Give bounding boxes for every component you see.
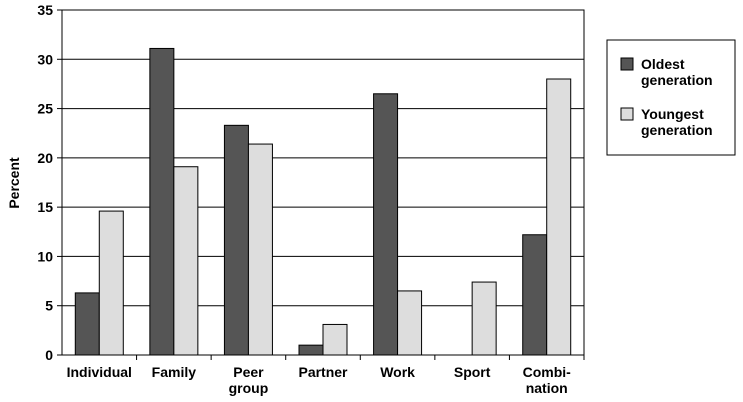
bar xyxy=(373,93,399,356)
bar xyxy=(173,166,199,356)
x-tick-label: Partner xyxy=(298,364,348,380)
legend-label: Oldest generation xyxy=(641,56,713,88)
bar xyxy=(322,323,348,356)
y-tick-label: 35 xyxy=(37,2,53,18)
y-tick-label: 10 xyxy=(37,248,53,264)
y-tick-label: 15 xyxy=(37,199,53,215)
plot-frame xyxy=(61,9,585,356)
bar xyxy=(546,78,572,356)
y-axis-label: Percent xyxy=(6,157,22,209)
bar xyxy=(149,47,175,356)
x-tick-label: Peer group xyxy=(229,364,269,396)
x-tick-label: Combi-nation xyxy=(523,364,572,396)
bar xyxy=(522,234,548,356)
bar xyxy=(223,124,249,356)
bar xyxy=(98,210,124,356)
y-tick-label: 0 xyxy=(45,347,53,363)
y-tick-label: 20 xyxy=(37,150,53,166)
x-tick-label: Sport xyxy=(454,364,491,380)
legend-label: Youngest generation xyxy=(641,106,713,138)
bar xyxy=(247,143,273,356)
x-tick-label: Individual xyxy=(67,364,132,380)
x-tick-label: Work xyxy=(380,364,415,380)
bar xyxy=(298,344,324,356)
bar xyxy=(74,292,100,356)
bar xyxy=(397,290,423,356)
bar xyxy=(471,281,497,356)
legend-swatch xyxy=(620,107,634,121)
y-tick-label: 30 xyxy=(37,51,53,67)
legend-swatch xyxy=(620,57,634,71)
x-tick-label: Family xyxy=(152,364,197,380)
y-tick-label: 5 xyxy=(45,298,53,314)
y-tick-label: 25 xyxy=(37,101,53,117)
